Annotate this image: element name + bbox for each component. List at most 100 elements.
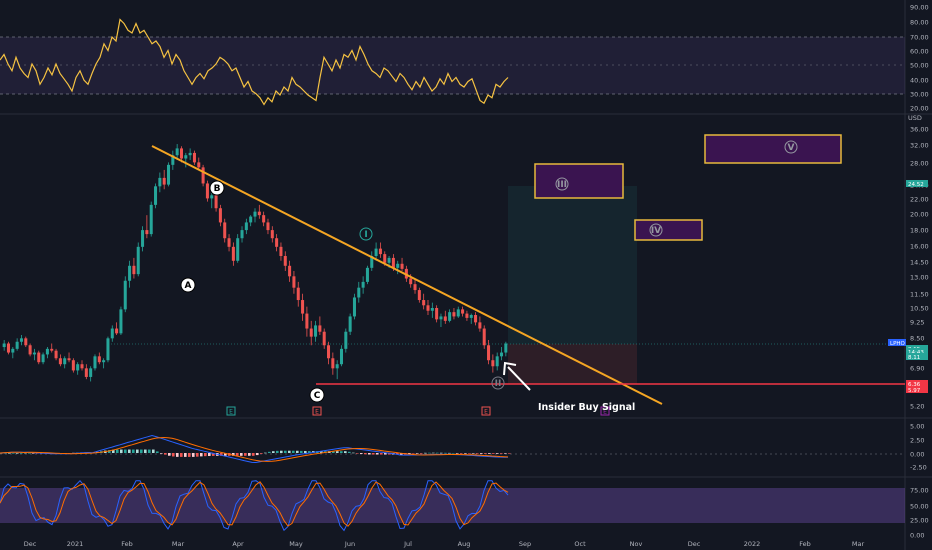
candle-body <box>374 248 378 256</box>
price-tick-label: 10.50 <box>910 305 929 313</box>
candle-body <box>6 343 11 353</box>
candle-body <box>253 211 257 217</box>
macd-bar <box>356 453 359 454</box>
macd-bar <box>376 453 379 455</box>
macd-tick-label: 5.00 <box>910 423 924 431</box>
price-label-badge <box>888 339 906 346</box>
macd-bar <box>320 451 323 453</box>
macd-bar <box>240 453 243 456</box>
candle-body <box>158 177 162 187</box>
rsi-tick-label: 20.00 <box>910 105 929 113</box>
stoch-panel[interactable]: 75.00 50.00 25.00 0.00 <box>0 479 929 540</box>
macd-bar <box>176 453 179 457</box>
candle-body <box>2 343 6 348</box>
candle-body <box>80 364 84 369</box>
macd-bar <box>172 453 175 457</box>
wave-v-target-box[interactable] <box>704 134 842 164</box>
price-tick-label: 9.25 <box>910 319 924 327</box>
macd-panel[interactable]: 5.00 2.50 0.00 -2.50 <box>0 423 927 472</box>
position-stop-zone[interactable] <box>508 344 637 384</box>
time-tick-label: Jun <box>344 540 355 548</box>
candle-body <box>352 297 356 317</box>
macd-bar <box>212 453 215 456</box>
rsi-panel[interactable]: 90.00 80.00 70.00 60.00 50.00 40.00 30.00 20.00 <box>0 4 929 113</box>
macd-bar <box>332 451 335 453</box>
rsi-tick-label: 30.00 <box>910 91 929 99</box>
macd-bar <box>132 449 135 453</box>
price-tick-label: 22.00 <box>910 196 929 204</box>
macd-bar <box>28 452 31 454</box>
macd-bar <box>444 452 447 454</box>
candle-body <box>132 265 136 275</box>
candle-body <box>305 313 309 329</box>
currency-label: USD <box>908 114 922 122</box>
macd-bar <box>124 449 127 453</box>
wave-iii-target-box[interactable] <box>534 163 624 199</box>
price-label-text: 6.36 <box>908 382 921 388</box>
stoch-tick-label: 0.00 <box>910 532 924 540</box>
candle-body <box>430 308 434 311</box>
wave-iv-target-box[interactable] <box>634 219 703 241</box>
candle-body <box>275 238 279 247</box>
price-tick-label: 18.00 <box>910 227 929 235</box>
macd-bar <box>128 449 131 453</box>
candle-body <box>482 328 486 346</box>
macd-bar <box>236 453 239 456</box>
candle-body <box>32 352 36 355</box>
time-tick-label: May <box>289 540 303 548</box>
price-label-badge <box>906 353 928 360</box>
macd-bar <box>20 453 23 454</box>
macd-bar <box>468 453 471 454</box>
candle-body <box>128 265 132 281</box>
macd-bar <box>480 453 483 454</box>
macd-bar <box>248 453 251 456</box>
candle-body <box>115 328 119 334</box>
rsi-tick-label: 60.00 <box>910 48 929 56</box>
time-tick-label: Mar <box>852 540 865 548</box>
candle-body <box>335 364 339 369</box>
macd-bar <box>204 453 207 457</box>
macd-bar <box>164 453 167 455</box>
candle-body <box>166 164 171 185</box>
stoch-tick-label: 25.00 <box>910 517 929 525</box>
macd-bar <box>168 453 171 456</box>
candle-body <box>314 325 318 337</box>
macd-bar <box>452 452 455 454</box>
candle-body <box>491 360 495 367</box>
price-tick-label: 28.00 <box>910 160 929 168</box>
stoch-axis: 75.00 50.00 25.00 0.00 <box>910 487 929 540</box>
price-label-badge <box>906 348 928 355</box>
candle-body <box>413 284 417 291</box>
candle-body <box>205 183 209 199</box>
stoch-k-line <box>0 479 509 532</box>
candle-body <box>487 345 491 361</box>
time-axis[interactable]: Dec 2021 Feb Mar Apr May Jun Jul Aug Sep Oct Nov Dec… <box>24 540 865 548</box>
wave-label-text: III <box>557 180 567 190</box>
descending-trendline[interactable] <box>151 145 663 405</box>
candle-body <box>474 314 478 323</box>
macd-bar <box>460 453 463 454</box>
macd-bar <box>492 453 495 454</box>
candle-body <box>141 230 145 247</box>
rsi-band <box>0 37 905 94</box>
macd-bar <box>448 452 451 454</box>
macd-bar <box>188 453 191 457</box>
wave-label-text: V <box>788 143 795 153</box>
wave-label-text: B <box>214 184 221 194</box>
price-axis-labels: 24.52LPHO8.1514:438.116.365.97 <box>888 180 928 394</box>
rsi-line <box>0 18 509 106</box>
candle-body <box>58 358 62 365</box>
position-target-zone[interactable] <box>508 186 637 344</box>
price-tick-label: 11.50 <box>910 291 929 299</box>
macd-bar <box>340 451 343 453</box>
macd-bar <box>292 450 295 453</box>
macd-bar <box>16 453 19 454</box>
candle-body <box>119 309 123 334</box>
macd-bar <box>12 453 15 454</box>
time-tick-label: Sep <box>519 540 531 548</box>
